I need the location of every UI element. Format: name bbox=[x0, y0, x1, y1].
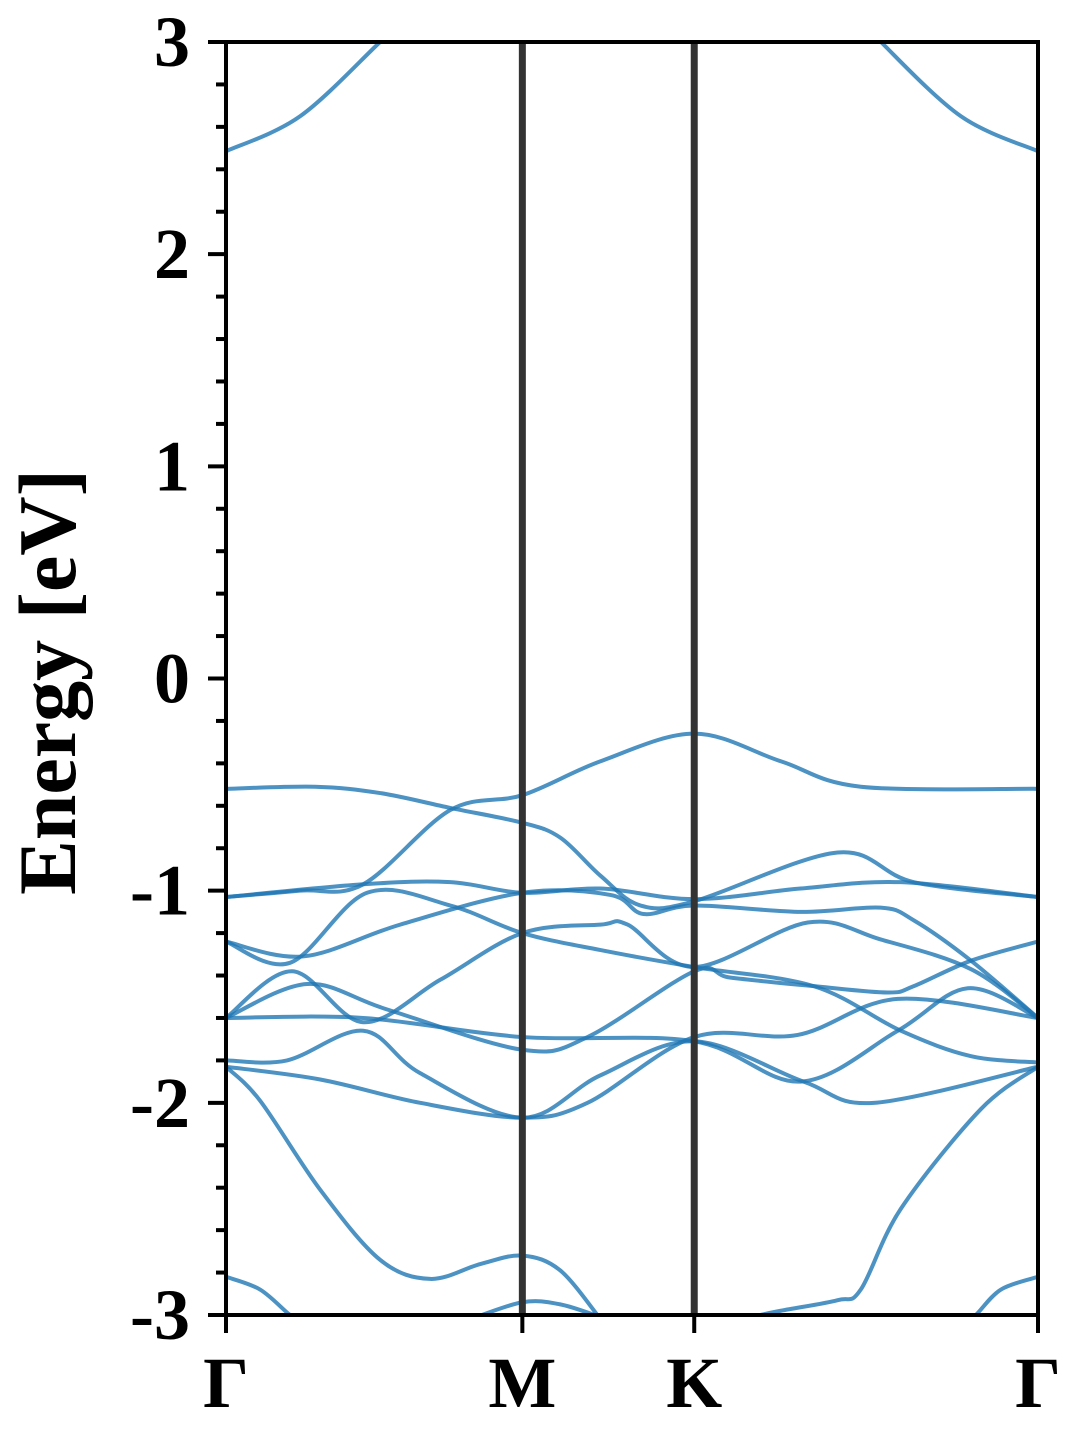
plot-frame bbox=[224, 40, 1040, 1317]
x-tick-label: M bbox=[488, 1343, 556, 1423]
y-tick-label: 3 bbox=[154, 2, 190, 82]
y-tick-label: -2 bbox=[130, 1063, 190, 1143]
y-axis-label: Energy [eV] bbox=[2, 469, 93, 895]
x-tick-label: Γ bbox=[203, 1343, 249, 1423]
y-tick-label: -3 bbox=[130, 1275, 190, 1355]
y-axis: 3 2 1 0 -1 -2 -3 bbox=[130, 2, 226, 1355]
band-line-0 bbox=[226, 42, 384, 154]
band-line-14 bbox=[226, 1274, 294, 1315]
band-line-11 bbox=[226, 1028, 1038, 1120]
x-tick-label: Γ bbox=[1015, 1343, 1061, 1423]
x-tick-label: K bbox=[666, 1343, 722, 1423]
band-line-12 bbox=[226, 1065, 600, 1315]
band-line-2 bbox=[226, 731, 1038, 900]
y-tick-label: 2 bbox=[154, 214, 190, 294]
y-tick-label: 1 bbox=[154, 426, 190, 506]
y-tick-label: 0 bbox=[154, 639, 190, 719]
band-line-3 bbox=[226, 784, 1038, 911]
kpoint-lines bbox=[518, 42, 698, 1315]
band-line-6 bbox=[226, 887, 1038, 1065]
band-line-10 bbox=[226, 996, 1038, 1120]
band-line-4 bbox=[226, 879, 1038, 902]
band-line-13 bbox=[750, 1065, 1038, 1315]
band-line-1 bbox=[878, 42, 1038, 154]
band-line-5 bbox=[226, 888, 1038, 1020]
bands-layer bbox=[226, 42, 1038, 1315]
band-line-7 bbox=[226, 919, 1038, 1025]
band-line-16 bbox=[476, 1299, 601, 1315]
band-line-15 bbox=[972, 1274, 1038, 1315]
y-tick-label: -1 bbox=[130, 851, 190, 931]
